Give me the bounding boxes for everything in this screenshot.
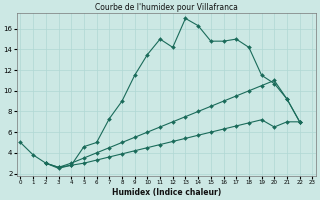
X-axis label: Humidex (Indice chaleur): Humidex (Indice chaleur) [112, 188, 221, 197]
Title: Courbe de l'humidex pour Villafranca: Courbe de l'humidex pour Villafranca [95, 3, 238, 12]
